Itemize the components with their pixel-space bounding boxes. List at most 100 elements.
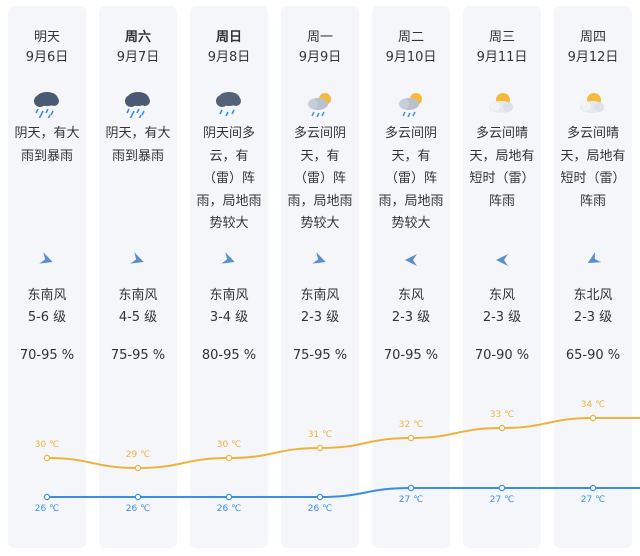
low-temperature-point	[134, 493, 142, 501]
wind-level: 2-3 级	[391, 310, 431, 325]
wind-level: 2-3 级	[482, 310, 522, 325]
partly-cloudy-rain-icon	[393, 90, 429, 118]
wind-info: 东风 2-3 级	[457, 285, 547, 329]
day-header: 周六 9月7日	[93, 28, 183, 68]
wind-direction-icon	[585, 251, 602, 268]
day-header: 周三 9月11日	[457, 28, 547, 68]
sun-cloud-icon	[484, 90, 520, 118]
wind-info: 东南风 5-6 级	[2, 285, 92, 329]
high-temperature-point	[43, 454, 51, 462]
day-header: 周日 9月8日	[184, 28, 274, 68]
wind-direction: 东风	[397, 288, 424, 303]
low-temperature-label: 27 ℃	[581, 495, 605, 505]
day-header: 周四 9月12日	[548, 28, 638, 68]
high-temperature-point	[134, 464, 142, 472]
low-temperature-label: 26 ℃	[308, 504, 332, 514]
day-date: 9月10日	[385, 50, 437, 65]
high-temperature-point	[225, 454, 233, 462]
humidity: 75-95 %	[110, 348, 166, 363]
description-line: 阵雨	[579, 193, 606, 209]
day-name: 周二	[397, 30, 424, 45]
high-temperature-label: 31 ℃	[308, 430, 332, 440]
temperature-chart: 30 ℃ 29 ℃ 30 ℃ 31 ℃ 32 ℃ 33 ℃ 34 ℃ 26 ℃ 26 ℃ 26 ℃…	[35, 400, 640, 514]
description-line: 势较大	[391, 216, 431, 231]
low-temperature-label: 26 ℃	[126, 504, 150, 514]
high-temperature-label: 34 ℃	[581, 400, 605, 410]
description-line: 雨到暴雨	[111, 148, 164, 164]
description-line: 阴天间多	[202, 126, 255, 141]
wind-info: 东南风 2-3 级	[275, 285, 365, 329]
high-temperature-label: 30 ℃	[35, 440, 59, 450]
humidity: 80-95 %	[201, 348, 257, 363]
wind-info: 东北风 2-3 级	[548, 285, 638, 329]
wind-direction-icon	[494, 252, 510, 268]
partly-cloudy-rain-icon	[302, 90, 338, 118]
humidity: 70-95 %	[19, 348, 75, 363]
day-name: 周四	[579, 30, 606, 45]
high-temperature-label: 32 ℃	[399, 420, 423, 430]
description-line: 阵雨	[488, 193, 515, 209]
weather-description: 多云间阴 天，有 （雷）阵 雨，局地雨 势较大	[368, 123, 454, 236]
description-line: 多云间阴	[293, 126, 346, 141]
high-temperature-point	[316, 444, 324, 452]
low-temperature-line	[47, 486, 640, 498]
day-date: 9月11日	[476, 50, 528, 65]
description-line: （雷）阵	[202, 171, 255, 186]
day-date: 9月7日	[116, 50, 160, 65]
high-temperature-label: 33 ℃	[490, 410, 514, 420]
day-name: 周一	[306, 30, 333, 45]
wind-level: 2-3 级	[300, 310, 340, 325]
day-name: 明天	[33, 30, 60, 45]
description-line: （雷）阵	[293, 171, 346, 186]
low-temperature-label: 27 ℃	[490, 495, 514, 505]
wind-direction-icon	[403, 252, 419, 268]
description-line: 云，有	[209, 148, 249, 164]
wind-level: 5-6 级	[27, 310, 67, 325]
day-date: 9月8日	[207, 50, 251, 65]
wind-level: 2-3 级	[573, 310, 613, 325]
day-date: 9月9日	[298, 50, 342, 65]
weather-description: 阴天，有大雨到暴雨	[95, 123, 181, 168]
description-line: 天，局地有	[469, 148, 535, 164]
description-line: 阴天，有大	[105, 126, 171, 141]
wind-direction: 东南风	[118, 288, 158, 303]
low-temperature-label: 27 ℃	[399, 495, 423, 505]
low-temperature-point	[589, 484, 597, 492]
description-line: 多云间阴	[384, 126, 437, 141]
sun-cloud-icon	[575, 90, 611, 118]
low-temperature-point	[43, 493, 51, 501]
day-name: 周三	[488, 30, 515, 45]
wind-direction: 东南风	[300, 288, 340, 303]
high-temperature-point	[498, 424, 506, 432]
description-line: 雨到暴雨	[20, 148, 73, 164]
wind-direction-icon	[221, 252, 237, 268]
humidity: 75-95 %	[292, 348, 348, 363]
high-temperature-line	[46, 417, 640, 470]
humidity: 70-95 %	[383, 348, 439, 363]
wind-level: 4-5 级	[118, 310, 158, 325]
description-line: 短时（雷）	[560, 171, 626, 186]
description-line: 雨，局地雨	[287, 193, 353, 209]
weather-description: 阴天，有大 雨到暴雨	[4, 123, 90, 168]
low-temperature-point	[225, 493, 233, 501]
day-header: 周一 9月9日	[275, 28, 365, 68]
humidity: 65-90 %	[565, 348, 621, 363]
description-line: 雨，局地雨	[196, 193, 262, 209]
wind-direction: 东北风	[573, 288, 613, 303]
wind-direction: 东南风	[27, 288, 67, 303]
wind-direction: 东南风	[209, 288, 249, 303]
description-line: 雨，局地雨	[378, 193, 444, 209]
wind-info: 东南风 3-4 级	[184, 285, 274, 329]
day-date: 9月12日	[567, 50, 619, 65]
wind-direction-icon	[130, 252, 146, 268]
description-line: 势较大	[300, 216, 340, 231]
wind-level: 3-4 级	[209, 310, 249, 325]
weather-description: 多云间晴 天，局地有 短时（雷） 阵雨	[459, 123, 545, 213]
low-temperature-point	[407, 484, 415, 492]
rain-heavy-icon	[120, 90, 156, 120]
wind-direction-icon	[312, 252, 328, 268]
description-line: 多云间晴	[475, 126, 528, 141]
description-line: 天，局地有	[560, 148, 626, 164]
rain-heavy-icon	[29, 90, 65, 120]
day-name: 周六	[124, 30, 151, 45]
